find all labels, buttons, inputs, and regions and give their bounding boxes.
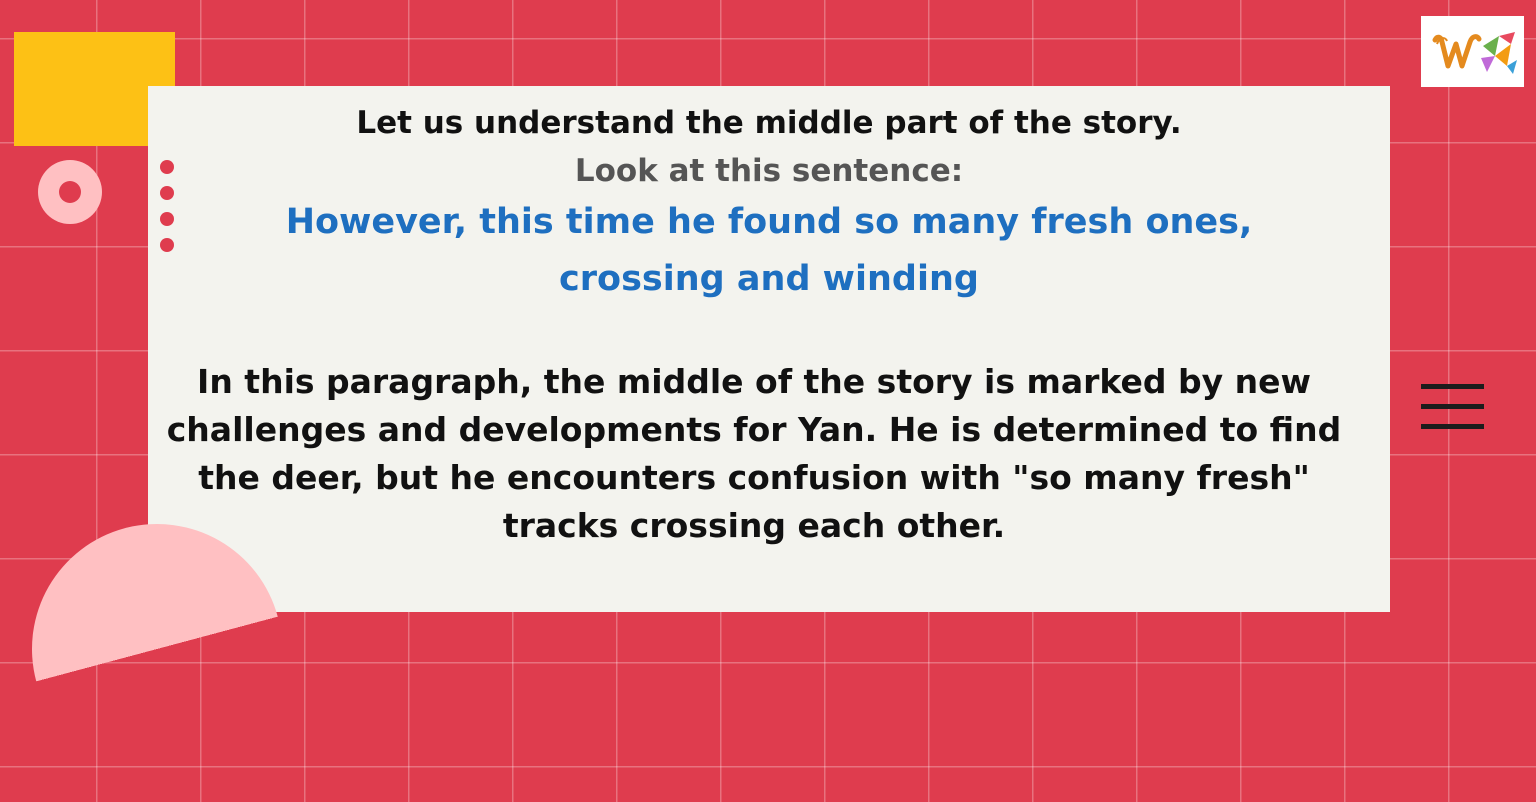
- decor-dot: [160, 186, 174, 200]
- hamburger-menu-icon[interactable]: [1421, 384, 1484, 430]
- slide-heading: Let us understand the middle part of the…: [356, 105, 1182, 141]
- quoted-sentence: However, this time he found so many fres…: [220, 194, 1318, 308]
- explanation-paragraph: In this paragraph, the middle of the sto…: [166, 362, 1342, 545]
- slide-subheading: Look at this sentence:: [574, 153, 964, 189]
- quote-line: However, this time he found so many fres…: [285, 202, 1253, 242]
- content-card: [148, 86, 1390, 612]
- menu-bar: [1421, 424, 1484, 429]
- menu-bar: [1421, 384, 1484, 389]
- w-logo-icon: [1421, 16, 1524, 87]
- menu-bar: [1421, 404, 1484, 409]
- decor-dot: [160, 238, 174, 252]
- quote-line: crossing and winding: [559, 259, 979, 299]
- decor-dots: [160, 160, 174, 256]
- decor-dot: [160, 160, 174, 174]
- decor-dot: [160, 212, 174, 226]
- decor-ring: [38, 160, 102, 224]
